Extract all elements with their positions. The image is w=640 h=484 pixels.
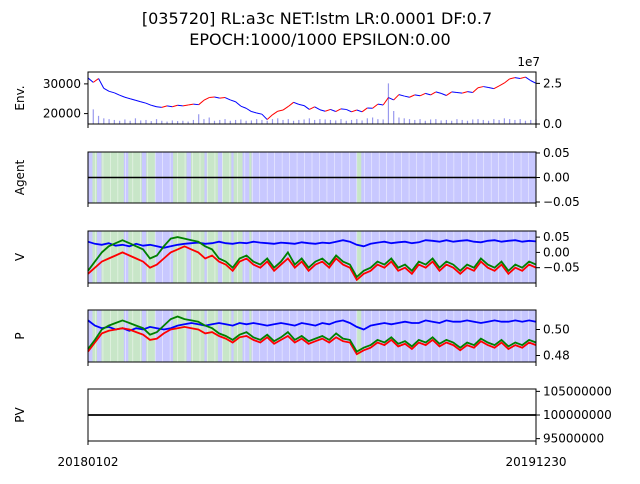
p-hold-region: [207, 310, 218, 362]
panels: Env.30000200002.50.01e7Agent0.050.00−0.0…: [13, 55, 612, 446]
p-hold-region: [101, 310, 123, 362]
agent-right-tick-label: −0.05: [543, 195, 580, 209]
p-right-tick-label: 0.48: [543, 349, 570, 363]
agent-ylabel: Agent: [13, 159, 27, 195]
chart-title-line1: [035720] RL:a3c NET:lstm LR:0.0001 DF:0.…: [142, 9, 492, 28]
pv-right-tick-label: 100000000: [543, 408, 612, 422]
p-ylabel: P: [13, 332, 27, 339]
v-hold-region: [128, 231, 141, 283]
env-offset-label: 1e7: [517, 55, 540, 69]
env-ylabel: Env.: [13, 85, 27, 110]
env-background: [88, 72, 536, 124]
price-segment: [220, 98, 225, 99]
p-hold-region: [92, 310, 96, 362]
pv-right-tick-label: 95000000: [543, 432, 604, 446]
price-segment: [341, 109, 346, 110]
p-hold-region: [128, 310, 141, 362]
p-right-tick-label: 0.50: [543, 323, 570, 337]
v-right-tick-label: 0.05: [543, 230, 570, 244]
chart-title-line2: EPOCH:1000/1000 EPSILON:0.00: [189, 30, 450, 49]
agent-right-tick-label: 0.05: [543, 146, 570, 160]
v-hold-region: [249, 231, 251, 283]
env-right-tick-label: 0.0: [543, 117, 562, 131]
v-right-tick-label: −0.05: [543, 261, 580, 275]
price-segment: [157, 107, 162, 108]
x-tick-label-start: 20180102: [57, 455, 118, 469]
x-tick-label-end: 20191230: [505, 455, 566, 469]
env-right-tick-label: 2.5: [543, 76, 562, 90]
pv-right-tick-label: 105000000: [543, 384, 612, 398]
p-hold-region: [191, 310, 204, 362]
v-hold-region: [92, 231, 96, 283]
price-segment: [452, 92, 457, 93]
price-segment: [209, 97, 214, 98]
agent-right-tick-label: 0.00: [543, 171, 570, 185]
price-segment: [457, 93, 462, 94]
env-left-tick-label: 30000: [43, 77, 81, 91]
v-right-tick-label: 0.00: [543, 245, 570, 259]
price-segment: [193, 104, 198, 105]
pv-ylabel: PV: [13, 406, 27, 422]
v-ylabel: V: [13, 252, 27, 261]
price-segment: [178, 105, 183, 106]
env-left-tick-label: 20000: [43, 107, 81, 121]
